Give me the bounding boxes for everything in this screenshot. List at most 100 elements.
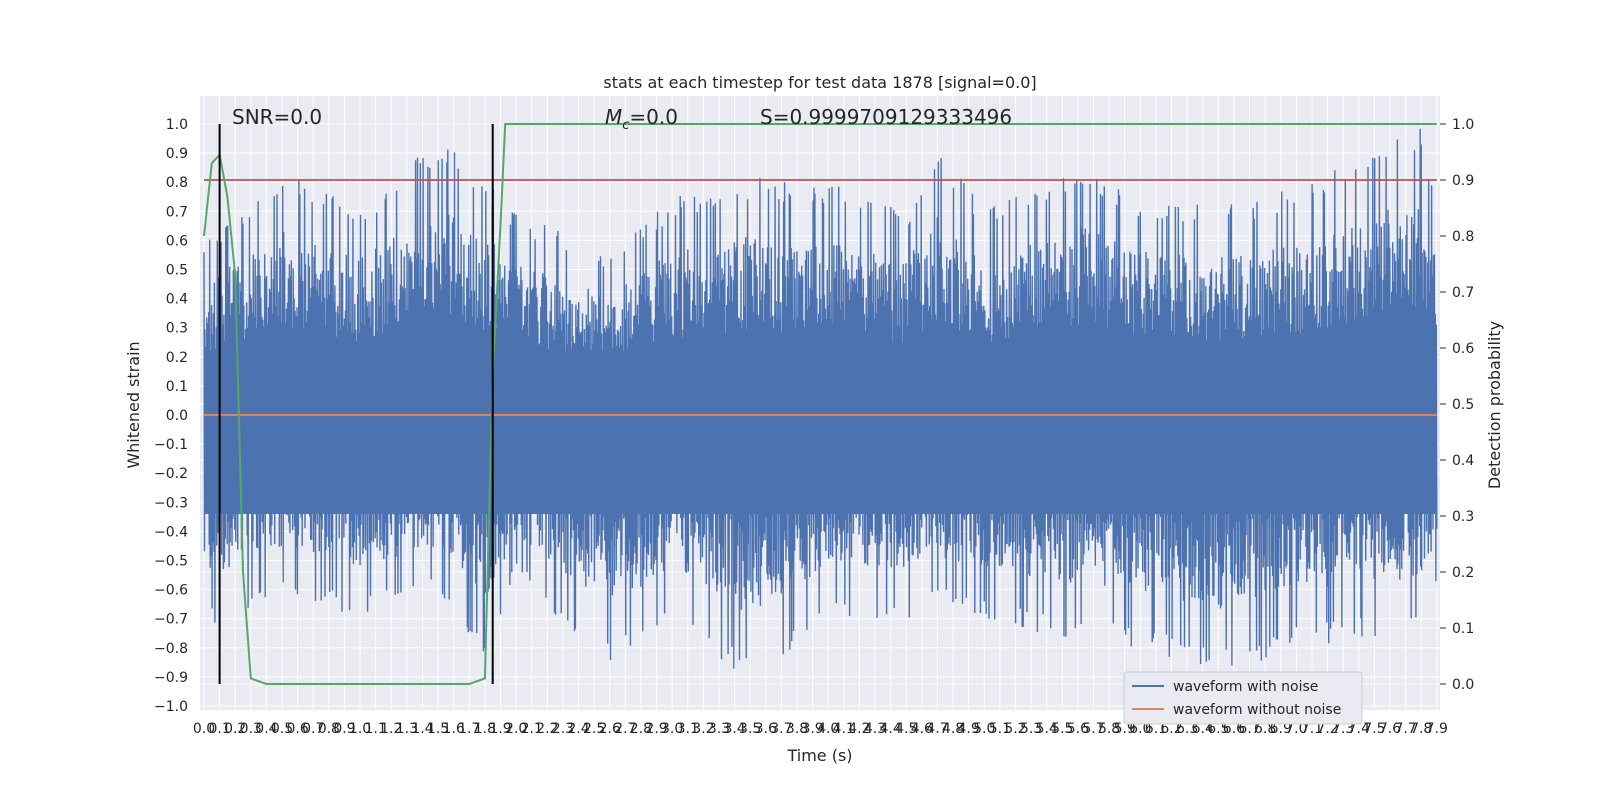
x-tick-label: 0.1 xyxy=(208,721,230,737)
x-tick-label: 0.9 xyxy=(333,721,355,737)
x-tick-label: 3.0 xyxy=(661,721,683,737)
x-tick-label: 5.4 xyxy=(1036,721,1058,737)
x-tick-label: 4.3 xyxy=(864,721,886,737)
y2-tick-label: 0.2 xyxy=(1452,565,1474,581)
legend: waveform with noise waveform without noi… xyxy=(1123,671,1363,725)
y-tick-label: 0.1 xyxy=(166,379,188,395)
x-tick-label: 1.3 xyxy=(396,721,418,737)
y-tick-label: 0.8 xyxy=(166,175,188,191)
mc-subscript: c xyxy=(622,118,629,133)
x-tick-label: 7.4 xyxy=(1348,721,1370,737)
legend-label-noise: waveform with noise xyxy=(1173,679,1318,695)
x-tick-label: 4.0 xyxy=(817,721,839,737)
x-tick-label: 2.5 xyxy=(583,721,605,737)
x-tick-label: 0.5 xyxy=(271,721,293,737)
x-tick-label: 1.5 xyxy=(427,721,449,737)
x-tick-label: 1.8 xyxy=(474,721,496,737)
x-tick-label: 4.8 xyxy=(942,721,964,737)
x-tick-label: 2.6 xyxy=(599,721,621,737)
legend-box xyxy=(1123,671,1363,725)
x-tick-label: 6.9 xyxy=(1270,721,1292,737)
x-tick-label: 2.9 xyxy=(645,721,667,737)
y2-tick-label: 1.0 xyxy=(1452,117,1474,133)
x-tick-label: 0.8 xyxy=(318,721,340,737)
x-tick-label: 7.6 xyxy=(1379,721,1401,737)
x-tick-label: 5.6 xyxy=(1067,721,1089,737)
mc-symbol: M xyxy=(605,105,622,129)
x-tick-label: 6.5 xyxy=(1207,721,1229,737)
y-tick-label: −0.1 xyxy=(154,437,188,453)
x-tick-label: 5.2 xyxy=(1004,721,1026,737)
y-tick-label: −0.5 xyxy=(154,554,188,570)
ticks: 0.00.10.20.30.40.50.60.70.80.91.01.11.21… xyxy=(154,117,1474,737)
x-tick-label: 4.2 xyxy=(848,721,870,737)
x-tick-label: 1.2 xyxy=(380,721,402,737)
x-tick-label: 1.9 xyxy=(489,721,511,737)
x-tick-label: 2.4 xyxy=(567,721,589,737)
y-tick-label: 0.6 xyxy=(166,233,188,249)
x-tick-label: 3.6 xyxy=(755,721,777,737)
y-tick-label: −0.4 xyxy=(154,524,188,540)
x-tick-label: 0.2 xyxy=(224,721,246,737)
x-tick-label: 0.4 xyxy=(255,721,277,737)
x-tick-label: 3.3 xyxy=(708,721,730,737)
x-tick-label: 0.3 xyxy=(240,721,262,737)
y-tick-label: 0.4 xyxy=(166,292,188,308)
x-tick-label: 2.2 xyxy=(536,721,558,737)
x-tick-label: 4.5 xyxy=(895,721,917,737)
x-tick-label: 6.1 xyxy=(1145,721,1167,737)
x-tick-label: 5.3 xyxy=(1020,721,1042,737)
x-tick-label: 3.7 xyxy=(770,721,792,737)
x-tick-label: 1.7 xyxy=(458,721,480,737)
y2-tick-label: 0.1 xyxy=(1452,621,1474,637)
chart-title: stats at each timestep for test data 187… xyxy=(603,73,1036,92)
y-tick-label: 0.2 xyxy=(166,350,188,366)
mc-annotation: Mc=0.0 xyxy=(605,105,678,133)
x-tick-label: 4.1 xyxy=(833,721,855,737)
x-tick-label: 1.0 xyxy=(349,721,371,737)
x-tick-label: 7.0 xyxy=(1285,721,1307,737)
y-tick-label: −0.7 xyxy=(154,612,188,628)
y-tick-label: −0.8 xyxy=(154,641,188,657)
x-tick-label: 5.8 xyxy=(1098,721,1120,737)
x-axis-label: Time (s) xyxy=(786,746,852,765)
y-tick-label: −0.3 xyxy=(154,495,188,511)
x-tick-label: 7.7 xyxy=(1394,721,1416,737)
x-tick-label: 3.2 xyxy=(692,721,714,737)
x-tick-label: 7.5 xyxy=(1363,721,1385,737)
series-detection-probability xyxy=(203,123,1437,685)
x-tick-label: 2.8 xyxy=(630,721,652,737)
x-tick-label: 0.0 xyxy=(193,721,215,737)
x-tick-label: 7.2 xyxy=(1316,721,1338,737)
y-tick-label: −1.0 xyxy=(154,699,188,715)
y-tick-label: −0.6 xyxy=(154,583,188,599)
x-tick-label: 7.8 xyxy=(1410,721,1432,737)
y2-tick-label: 0.6 xyxy=(1452,341,1474,357)
y-tick-label: 0.7 xyxy=(166,204,188,220)
x-tick-label: 7.9 xyxy=(1426,721,1448,737)
y2-tick-label: 0.9 xyxy=(1452,173,1474,189)
x-tick-label: 1.6 xyxy=(443,721,465,737)
x-tick-label: 1.4 xyxy=(411,721,433,737)
x-tick-label: 6.4 xyxy=(1192,721,1214,737)
legend-label-clean: waveform without noise xyxy=(1173,702,1341,718)
annotations: SNR=0.0 Mc=0.0 S=0.9999709129333496 xyxy=(232,105,1012,133)
x-tick-label: 5.9 xyxy=(1114,721,1136,737)
x-tick-label: 0.7 xyxy=(302,721,324,737)
x-tick-label: 6.7 xyxy=(1238,721,1260,737)
y2-tick-label: 0.7 xyxy=(1452,285,1474,301)
x-tick-label: 6.3 xyxy=(1176,721,1198,737)
x-tick-label: 1.1 xyxy=(365,721,387,737)
x-tick-label: 2.3 xyxy=(552,721,574,737)
x-tick-label: 4.6 xyxy=(911,721,933,737)
x-tick-label: 4.9 xyxy=(958,721,980,737)
mc-value: =0.0 xyxy=(629,105,678,129)
y-tick-label: 0.5 xyxy=(166,263,188,279)
y-tick-label: −0.9 xyxy=(154,670,188,686)
x-tick-label: 5.5 xyxy=(1051,721,1073,737)
waveform-dense-band xyxy=(204,350,1437,514)
y-tick-label: −0.2 xyxy=(154,466,188,482)
y-tick-label: 1.0 xyxy=(166,117,188,133)
x-tick-label: 3.1 xyxy=(677,721,699,737)
